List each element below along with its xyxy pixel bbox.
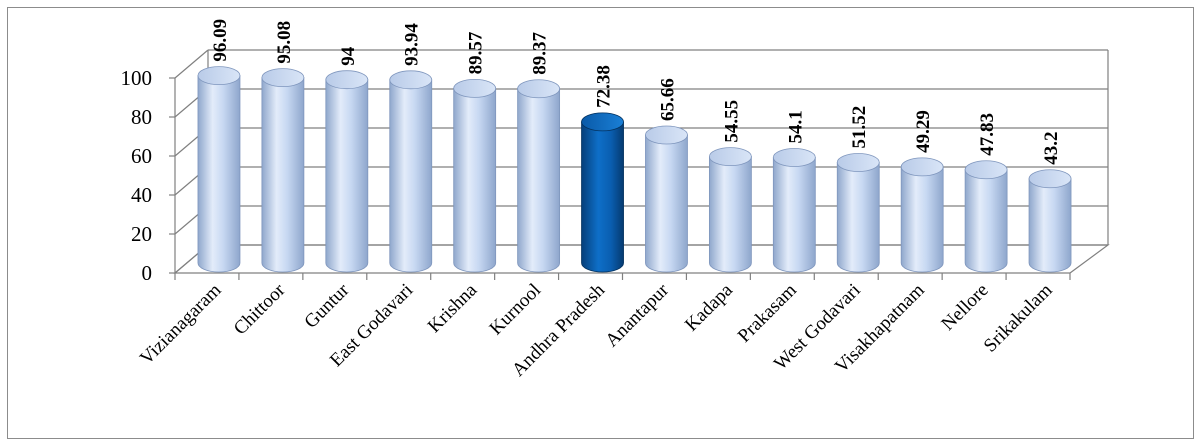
y-tick-label: 80 [131, 105, 152, 129]
bar-body [837, 163, 879, 272]
bar [454, 79, 496, 272]
value-label: 49.29 [913, 110, 934, 153]
y-tick-label: 40 [131, 183, 152, 207]
bar-top [965, 161, 1007, 179]
bar-body [709, 157, 751, 272]
bar-top [709, 148, 751, 166]
bar-top [262, 69, 304, 87]
category-label: Nellore [937, 280, 992, 335]
bar [773, 149, 815, 272]
bar-body [645, 135, 687, 272]
bar [582, 113, 624, 272]
category-label: Vizianagaram [136, 280, 226, 370]
category-label: Kurnool [486, 280, 546, 340]
bar [518, 80, 560, 272]
bar [198, 67, 240, 272]
bar [262, 69, 304, 272]
bar [390, 71, 432, 272]
value-label: 51.52 [849, 106, 870, 149]
bar [326, 71, 368, 272]
bar-top [582, 113, 624, 131]
bar-top [645, 126, 687, 144]
bar [965, 161, 1007, 272]
value-label: 65.66 [657, 78, 678, 121]
category-label: Krishna [424, 279, 482, 337]
bar [901, 158, 943, 272]
bar-body [454, 88, 496, 272]
bar [1029, 170, 1071, 272]
bar-body [198, 76, 240, 272]
bar-top [198, 67, 240, 85]
category-label: Kadapa [681, 279, 737, 335]
bar-top [837, 154, 879, 172]
value-label: 95.08 [274, 21, 295, 64]
bar-body [390, 80, 432, 272]
value-label: 89.57 [466, 31, 487, 74]
y-tick-label: 100 [121, 66, 153, 90]
bar [837, 154, 879, 272]
bar-body [582, 122, 624, 272]
value-label: 54.55 [721, 100, 742, 143]
y-tick-label: 0 [142, 261, 153, 285]
category-label: Guntur [300, 279, 353, 332]
value-label: 93.94 [402, 23, 423, 66]
value-label: 54.1 [785, 110, 806, 143]
value-label: 89.37 [530, 31, 551, 74]
y-tick-label: 60 [131, 144, 152, 168]
bar-top [326, 71, 368, 89]
bar-body [773, 158, 815, 272]
bar-top [901, 158, 943, 176]
value-label: 43.2 [1041, 132, 1062, 165]
value-label: 94 [338, 46, 359, 66]
bar-top [1029, 170, 1071, 188]
bar [645, 126, 687, 272]
bar-body [901, 167, 943, 272]
category-label: Chittoor [230, 279, 290, 339]
bar-top [454, 79, 496, 97]
bar-top [773, 149, 815, 167]
bar-body [965, 170, 1007, 272]
bar-body [518, 89, 560, 272]
bars-layer [198, 67, 1071, 272]
category-label: Anantapur [601, 279, 673, 351]
y-tick-label: 20 [131, 222, 152, 246]
bar-body [326, 80, 368, 272]
category-label: Prakasam [734, 280, 801, 347]
bar-top [390, 71, 432, 89]
bar-body [1029, 179, 1071, 272]
bar-top [518, 80, 560, 98]
bar [709, 148, 751, 272]
bar-body [262, 78, 304, 272]
category-label: Srikakulam [980, 280, 1057, 357]
value-label: 72.38 [594, 65, 615, 108]
value-label: 96.09 [210, 19, 231, 62]
value-label: 47.83 [977, 113, 998, 156]
